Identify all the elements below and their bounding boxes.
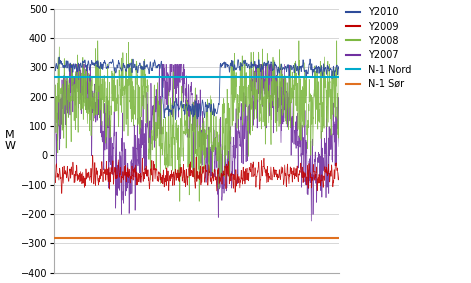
Legend: Y2010, Y2009, Y2008, Y2007, N-1 Nord, N-1 Sør: Y2010, Y2009, Y2008, Y2007, N-1 Nord, N-… [342,3,415,93]
Y-axis label: M
W: M W [4,130,15,151]
